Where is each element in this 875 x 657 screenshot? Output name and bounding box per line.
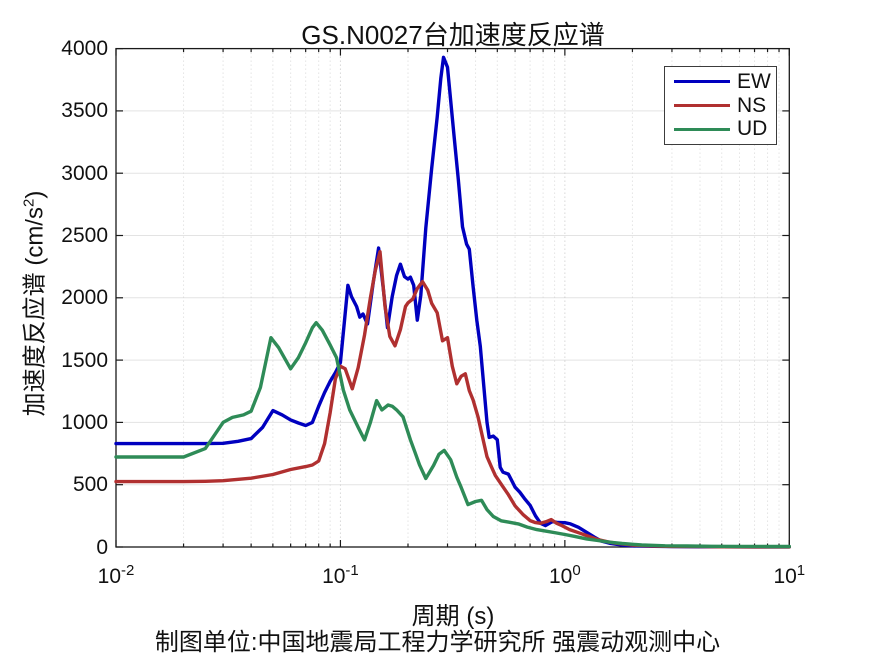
y-tick-label: 0 bbox=[96, 535, 108, 559]
x-tick-label: 10-1 bbox=[322, 562, 359, 588]
legend-line-sample bbox=[674, 80, 730, 84]
series-line-ew bbox=[114, 55, 791, 549]
y-tick-label: 4000 bbox=[61, 37, 108, 61]
legend-entry-ns: NS bbox=[665, 94, 776, 118]
x-axis-label: 周期 (s) bbox=[411, 603, 495, 630]
y-tick-label: 1500 bbox=[61, 348, 108, 372]
chart-title: GS.N0027台加速度反应谱 bbox=[301, 20, 605, 50]
legend: EW NS UD bbox=[664, 66, 777, 145]
y-tick-label: 3500 bbox=[61, 99, 108, 123]
legend-line-sample bbox=[674, 127, 730, 131]
legend-entry-ew: EW bbox=[665, 70, 776, 94]
figure-caption: 制图单位:中国地震局工程力学研究所 强震动观测中心 bbox=[154, 629, 721, 656]
legend-line-sample bbox=[674, 104, 730, 107]
x-tick-label: 10-2 bbox=[97, 562, 135, 588]
series-line-ns bbox=[114, 249, 791, 549]
legend-label: EW bbox=[737, 69, 771, 93]
y-tick-label: 2500 bbox=[61, 224, 108, 247]
y-tick-label: 500 bbox=[72, 473, 108, 497]
x-tick-label: 101 bbox=[773, 562, 806, 588]
series-line-ud bbox=[114, 321, 791, 549]
x-tick-label: 100 bbox=[549, 562, 581, 588]
y-tick-label: 1000 bbox=[61, 410, 108, 434]
legend-label: UD bbox=[737, 117, 768, 141]
legend-label: NS bbox=[737, 93, 767, 117]
legend-entry-ud: UD bbox=[665, 117, 776, 141]
y-tick-label: 3000 bbox=[61, 161, 108, 185]
y-tick-label: 2000 bbox=[61, 286, 108, 310]
